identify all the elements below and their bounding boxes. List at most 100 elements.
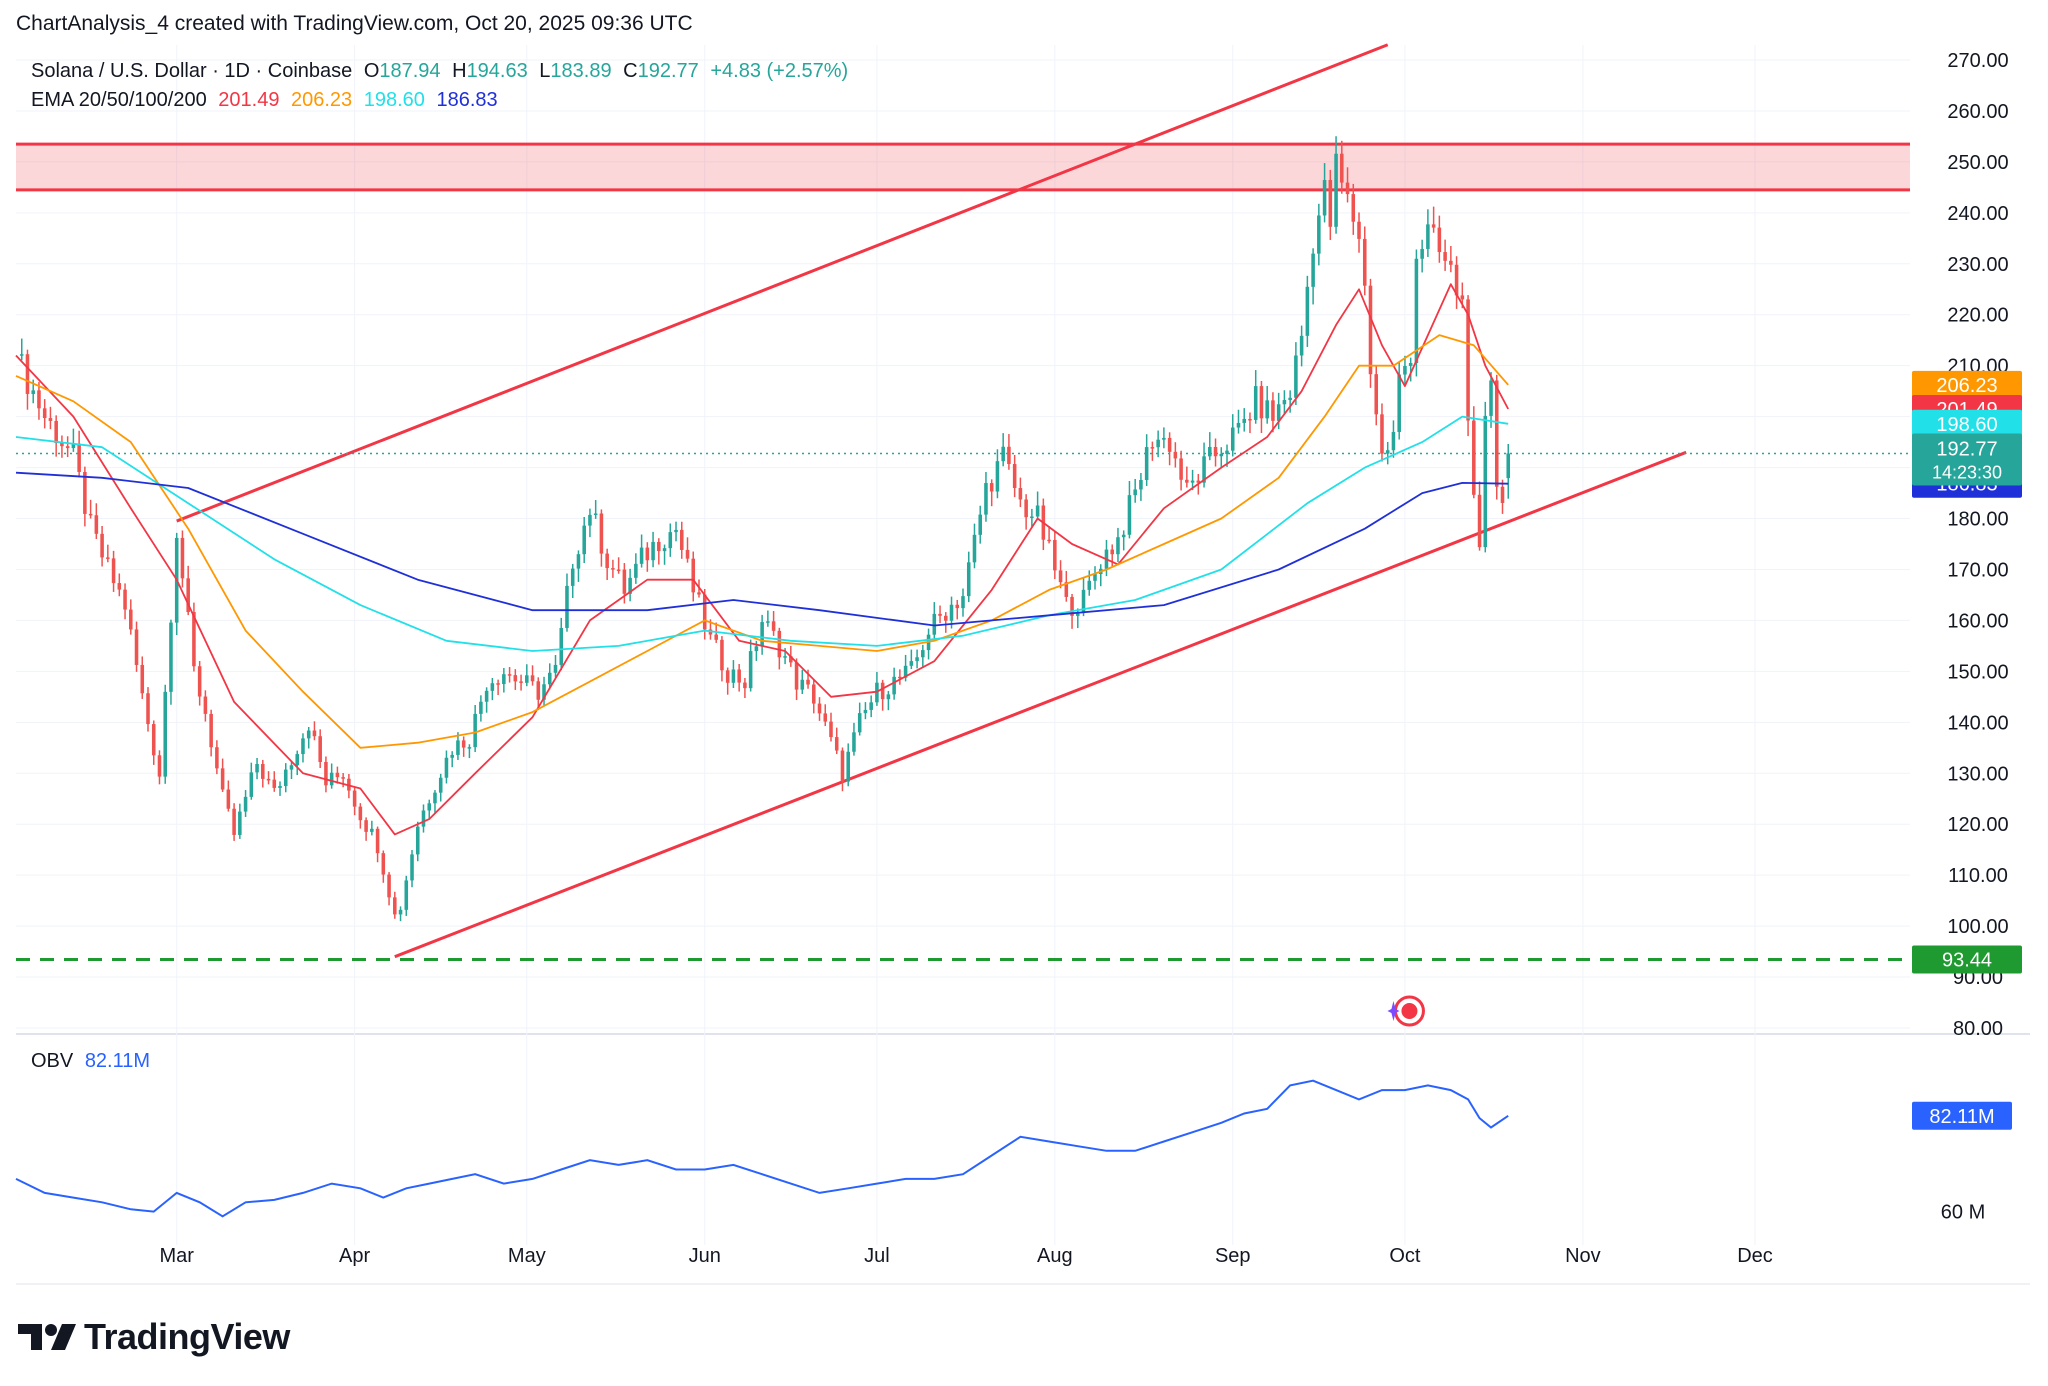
price-label-206-23: 206.23 — [1936, 375, 1997, 397]
candle-body — [111, 558, 116, 584]
high-value: H194.63 — [452, 60, 528, 82]
candle-body — [955, 604, 960, 609]
x-tick-label: Jun — [689, 1245, 721, 1267]
candle-body — [60, 442, 64, 447]
candle-body — [1454, 264, 1459, 296]
candle-body — [605, 553, 609, 569]
candle-body — [1271, 400, 1275, 421]
candle-body — [984, 483, 988, 515]
candle-body — [1443, 252, 1447, 261]
ema-line-ema20 — [15, 283, 1509, 836]
candle-body — [823, 713, 828, 722]
candle-body — [1317, 215, 1321, 254]
candle-body — [1081, 589, 1086, 613]
candle-body — [674, 529, 678, 533]
candle-body — [846, 751, 850, 782]
candle-body — [1230, 427, 1235, 451]
candle-body — [1024, 499, 1028, 518]
candle-body — [857, 713, 862, 733]
candle-body — [1380, 414, 1384, 454]
candle-body — [490, 683, 495, 691]
candle-body — [404, 880, 409, 910]
candle-body — [611, 568, 615, 570]
candle-body — [295, 754, 300, 766]
candle-body — [697, 592, 701, 595]
candle-body — [289, 765, 294, 770]
candle-body — [71, 443, 76, 449]
candle-body — [387, 874, 391, 898]
candle-body — [243, 796, 248, 812]
candle-body — [766, 621, 770, 623]
candle-body — [1190, 480, 1195, 483]
candle-body — [502, 674, 506, 685]
candle-body — [507, 674, 512, 676]
candle-body — [869, 702, 873, 710]
obv-value-label: 82.11M — [1929, 1106, 1994, 1128]
candle-body — [547, 672, 552, 685]
candle-body — [525, 675, 529, 683]
candle-body — [1047, 539, 1051, 542]
candle-body — [1472, 420, 1476, 495]
candle-body — [88, 513, 93, 516]
candle-body — [1489, 380, 1493, 416]
candle-body — [1139, 479, 1143, 490]
y-tick-label: 250.00 — [1947, 152, 2008, 174]
y-tick-label: 100.00 — [1947, 916, 2008, 938]
candle-body — [1391, 431, 1396, 451]
candle-body — [651, 541, 655, 561]
obv-tick-label: 60 M — [1941, 1202, 1985, 1224]
candle-body — [777, 630, 782, 658]
countdown-label: 14:23:30 — [1932, 462, 2002, 482]
candle-body — [771, 621, 776, 631]
candle-body — [226, 789, 231, 809]
price-label-206-23-bg — [1912, 370, 2022, 399]
resistance-zone — [16, 144, 1910, 190]
candle-body — [1179, 458, 1183, 480]
price-label-198-60: 198.60 — [1936, 414, 1997, 436]
candle-body — [966, 562, 971, 597]
candle-body — [1506, 453, 1511, 479]
candle-body — [570, 568, 575, 586]
y-tick-label: 260.00 — [1947, 101, 2008, 123]
candle-body — [995, 461, 1000, 492]
candle-body — [685, 549, 690, 559]
candle-body — [1403, 365, 1407, 375]
candle-body — [1196, 480, 1201, 483]
candle-body — [1035, 505, 1040, 517]
candle-body — [312, 730, 317, 737]
candle-body — [1334, 153, 1338, 227]
candle-body — [169, 622, 173, 692]
candle-body — [1345, 182, 1350, 195]
candle-body — [938, 613, 942, 616]
candle-body — [1185, 479, 1189, 483]
obv-line — [15, 1079, 1509, 1218]
candle-body — [1219, 453, 1224, 457]
ema200-value: 186.83 — [436, 89, 498, 111]
candle-body — [479, 701, 483, 714]
candle-body — [427, 803, 432, 811]
candle-body — [272, 779, 277, 788]
candle-body — [1500, 486, 1505, 503]
candle-body — [559, 627, 564, 665]
candle-body — [915, 657, 919, 662]
candle-body — [1007, 446, 1011, 465]
candle-body — [1311, 253, 1315, 287]
candle-body — [1253, 386, 1258, 420]
candle-body — [1276, 404, 1281, 421]
candle-body — [519, 681, 523, 683]
candle-body — [266, 778, 271, 781]
candle-body — [134, 629, 139, 665]
candle-body — [197, 666, 202, 697]
candle-body — [1156, 439, 1160, 448]
candle-body — [702, 594, 707, 630]
candle-body — [94, 515, 99, 534]
candle-body — [1030, 516, 1034, 519]
candle-body — [151, 724, 156, 756]
tradingview-logo[interactable]: TradingView — [18, 1316, 290, 1358]
candle-body — [1431, 224, 1436, 228]
candle-body — [329, 772, 334, 786]
candle-body — [54, 420, 58, 443]
candle-body — [978, 514, 982, 535]
price-label-198-60-bg — [1912, 409, 2022, 438]
